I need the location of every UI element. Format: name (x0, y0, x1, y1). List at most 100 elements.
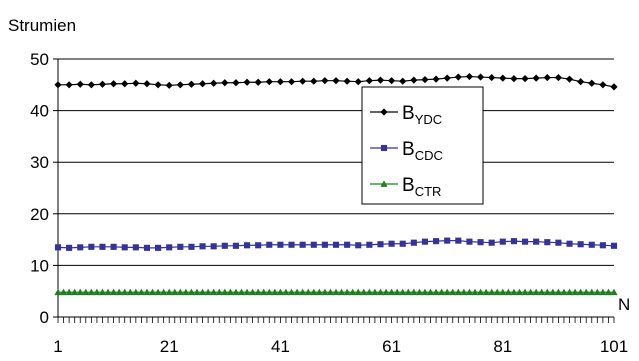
data-point (588, 241, 595, 248)
data-point (544, 239, 551, 246)
data-point (488, 239, 495, 246)
data-point (77, 244, 84, 251)
data-point (310, 77, 318, 85)
data-point (232, 242, 239, 249)
data-point (566, 240, 573, 247)
data-point (510, 75, 518, 83)
data-point (287, 288, 296, 296)
data-point (366, 241, 373, 248)
x-tick-label: 21 (160, 337, 179, 356)
data-point (454, 73, 462, 81)
data-point (321, 77, 329, 85)
data-point (98, 288, 107, 296)
data-point (380, 144, 388, 152)
data-point (399, 240, 406, 247)
data-point (410, 288, 418, 296)
data-point (399, 288, 407, 296)
data-point (154, 81, 162, 89)
data-point (132, 244, 139, 251)
data-point (54, 81, 62, 89)
data-point (59, 288, 68, 296)
data-point (343, 288, 351, 296)
data-point (599, 242, 606, 249)
data-point (232, 288, 240, 296)
data-point (527, 288, 535, 296)
data-point (265, 288, 273, 296)
data-point (249, 288, 257, 296)
x-tick-label: 1 (53, 337, 62, 356)
data-point (415, 288, 423, 296)
data-point (110, 80, 118, 88)
data-point (532, 288, 540, 296)
data-point (254, 78, 262, 86)
data-point (571, 288, 579, 296)
data-point (54, 288, 62, 296)
data-point (432, 75, 440, 83)
legend-label: BCDC (402, 139, 443, 163)
data-point (204, 288, 212, 296)
data-point (210, 79, 218, 87)
data-point (210, 288, 218, 296)
data-point (610, 242, 618, 249)
data-point (455, 237, 462, 244)
data-point (488, 288, 496, 296)
data-point (410, 239, 417, 246)
data-point (504, 288, 512, 296)
data-point (54, 244, 62, 251)
series-B_CDC (54, 237, 618, 251)
series-B_CTR (54, 288, 618, 296)
data-point (166, 244, 173, 251)
data-point (243, 78, 251, 86)
data-point (421, 76, 429, 84)
y-tick-label: 20 (30, 205, 49, 224)
legend-item: BCTR (370, 175, 441, 199)
data-point (521, 238, 529, 245)
data-point (410, 76, 418, 84)
y-tick-label: 30 (30, 153, 49, 172)
data-point (344, 241, 351, 248)
data-point (287, 78, 296, 86)
data-point (232, 79, 240, 87)
data-point (237, 288, 246, 296)
data-point (532, 74, 540, 82)
legend-item: BCDC (370, 139, 443, 163)
data-point (543, 288, 551, 296)
data-point (426, 288, 435, 296)
data-point (582, 288, 590, 296)
data-point (593, 288, 601, 296)
data-point (343, 77, 351, 85)
data-point (132, 288, 140, 296)
data-point (221, 288, 229, 296)
data-point (521, 75, 529, 83)
data-point (488, 73, 496, 82)
data-point (266, 241, 273, 248)
data-point (499, 74, 507, 82)
series-group (54, 72, 618, 296)
data-point (310, 288, 318, 296)
data-point (565, 75, 574, 83)
data-point (449, 288, 457, 296)
data-point (332, 241, 340, 248)
data-point (438, 288, 446, 296)
data-point (255, 242, 262, 249)
data-point (380, 180, 388, 187)
data-point (443, 74, 451, 82)
data-point (304, 288, 312, 296)
data-point (377, 241, 384, 248)
data-point (355, 242, 362, 249)
data-point (399, 77, 407, 85)
data-point (155, 244, 162, 251)
data-point (360, 288, 368, 296)
data-point (443, 288, 451, 296)
data-point (299, 288, 307, 296)
data-point (98, 80, 107, 88)
data-point (165, 81, 173, 89)
data-point (82, 288, 90, 296)
data-point (215, 288, 223, 296)
data-point (76, 288, 84, 296)
data-point (121, 244, 128, 251)
data-point (471, 288, 479, 296)
data-point (148, 288, 157, 296)
